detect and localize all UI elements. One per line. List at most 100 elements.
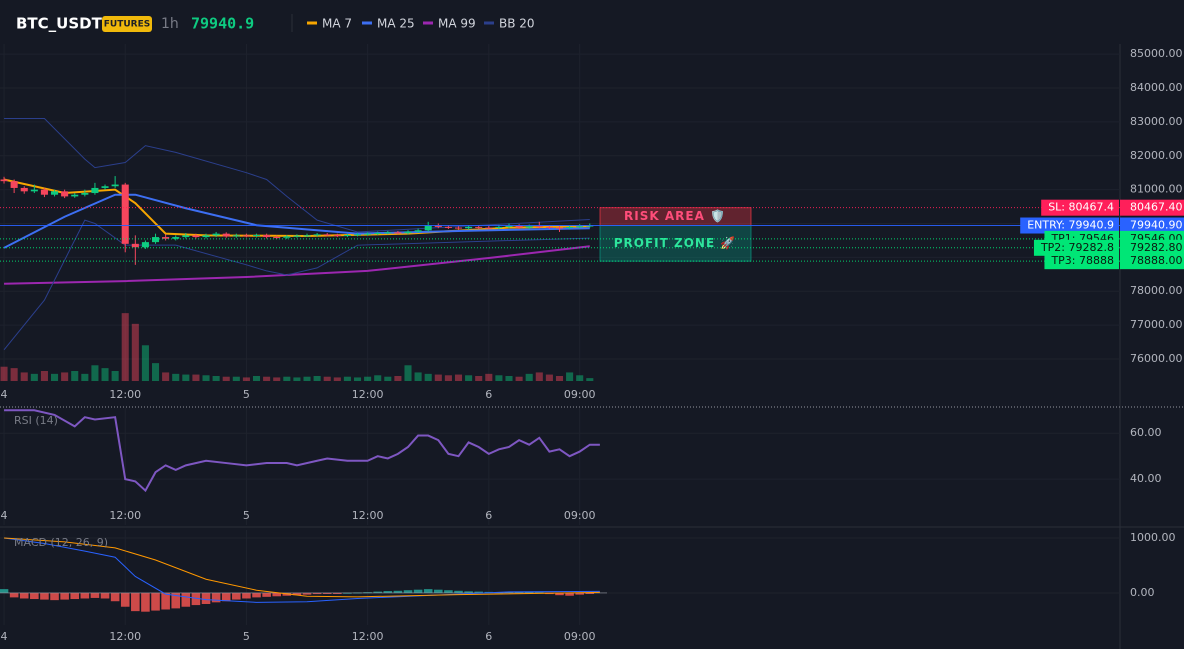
histogram-bar (131, 592, 140, 612)
candle-body (212, 233, 220, 236)
y-tick-label: 81000.00 (1130, 183, 1183, 196)
candle-body (525, 226, 533, 228)
histogram-bar (232, 592, 241, 600)
candle-body (131, 243, 139, 248)
axis-tag (1120, 199, 1184, 216)
axis-tag-label: 80467.40 (1130, 201, 1183, 214)
zone-label: PROFIT ZONE 🚀 (614, 236, 737, 250)
candle-body (151, 237, 160, 243)
histogram-bar (100, 592, 110, 599)
histogram-bar (292, 592, 302, 596)
candle-body (222, 233, 230, 237)
x-tick-label: 09:00 (564, 388, 596, 401)
candle-body (394, 232, 402, 234)
axis-tag-label: 79282.80 (1130, 241, 1183, 254)
x-tick-label: 12:00 (352, 509, 384, 522)
indicator-line (4, 245, 590, 285)
level-tag (1041, 199, 1119, 216)
histogram-bar (575, 592, 584, 595)
indicator-line (4, 118, 590, 233)
x-tick-label: 4 (1, 630, 8, 643)
candle-body (242, 235, 250, 237)
candle-body (252, 235, 261, 237)
histogram-bar (110, 592, 120, 602)
volume-bar (293, 377, 301, 381)
histogram-bar (40, 592, 49, 600)
candle-body (111, 184, 119, 187)
indicator-line (3, 193, 590, 249)
candle-body (444, 226, 452, 228)
candle-body (364, 233, 372, 235)
candle-body (454, 227, 463, 229)
volume-bar (515, 376, 523, 381)
candle-body (353, 234, 362, 236)
x-tick-label: 09:00 (564, 509, 596, 522)
pane (0, 408, 1120, 525)
axis-tag (1120, 239, 1184, 256)
volume-bar (172, 373, 180, 381)
volume-bar (495, 375, 503, 381)
volume-bar (101, 368, 109, 381)
histogram-bar (60, 592, 69, 600)
level-tag-label: ENTRY: 79940.9 (1027, 219, 1114, 232)
volume-bar (404, 365, 412, 381)
y-tick-label: 77000.00 (1130, 318, 1183, 331)
volume-bar (566, 372, 574, 381)
legend-label: MA 7 (322, 17, 352, 31)
histogram-bar (221, 592, 231, 602)
y-tick-label: 78000.00 (1130, 284, 1183, 297)
volume-bar (91, 365, 99, 381)
histogram-bar (524, 591, 534, 593)
candle-body (182, 235, 190, 238)
candle-body (263, 235, 271, 238)
histogram-bar (555, 592, 564, 596)
y-tick-label: 84000.00 (1130, 81, 1183, 94)
volume-bar (535, 372, 543, 381)
histogram-bar (474, 591, 483, 593)
volume-bar (424, 373, 432, 381)
histogram-bar (373, 591, 383, 593)
legend-label: MA 99 (438, 17, 476, 31)
volume-bar (465, 375, 473, 381)
histogram-bar (312, 592, 322, 595)
volume-bar (252, 376, 261, 381)
pane (0, 530, 1120, 625)
histogram-bar (0, 589, 9, 593)
candle-body (343, 235, 351, 237)
x-tick-label: 5 (243, 388, 250, 401)
volume-bar (242, 377, 250, 381)
histogram-bar (504, 591, 514, 593)
volume-bar (141, 345, 149, 381)
pane (0, 44, 1120, 381)
candle-body (414, 230, 422, 232)
volume-bar (162, 372, 170, 381)
level-tag (1020, 217, 1119, 234)
histogram-bar (454, 590, 463, 593)
volume-bar (283, 376, 291, 381)
histogram-bar (333, 592, 342, 594)
x-tick-label: 12:00 (109, 630, 141, 643)
candle-body (202, 235, 210, 238)
volume-bar (444, 375, 452, 381)
histogram-bar (363, 592, 372, 594)
volume-bar (313, 376, 321, 381)
y-tick-label: 85000.00 (1130, 47, 1183, 60)
candle-body (91, 187, 99, 194)
candle-body (313, 234, 321, 236)
last-price: 79940.9 (191, 15, 254, 33)
x-tick-label: 5 (243, 630, 250, 643)
candle-body (434, 225, 442, 227)
histogram-bar (585, 592, 595, 594)
volume-bar (232, 376, 240, 381)
axis-tag (1120, 253, 1184, 270)
volume-bar (353, 377, 362, 381)
volume-bar (475, 376, 483, 381)
candle-body (283, 236, 291, 238)
volume-bar (333, 377, 341, 381)
histogram-bar (9, 592, 19, 598)
histogram-bar (535, 592, 544, 594)
x-tick-label: 12:00 (109, 388, 141, 401)
volume-bar (454, 374, 463, 381)
candle-body (162, 237, 170, 239)
